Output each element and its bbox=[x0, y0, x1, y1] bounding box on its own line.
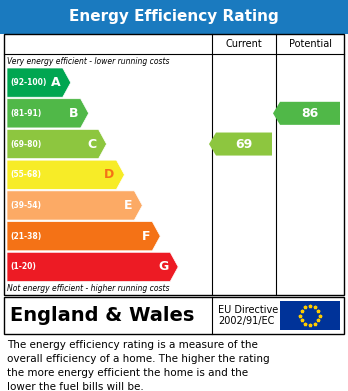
Polygon shape bbox=[7, 252, 178, 282]
Text: F: F bbox=[142, 230, 150, 243]
Polygon shape bbox=[7, 191, 142, 220]
Text: A: A bbox=[51, 76, 61, 89]
Text: England & Wales: England & Wales bbox=[10, 306, 195, 325]
Text: G: G bbox=[158, 260, 168, 273]
Text: The energy efficiency rating is a measure of the
overall efficiency of a home. T: The energy efficiency rating is a measur… bbox=[7, 340, 270, 391]
Text: Current: Current bbox=[226, 39, 262, 49]
Text: 69: 69 bbox=[235, 138, 253, 151]
Text: C: C bbox=[87, 138, 96, 151]
Text: Very energy efficient - lower running costs: Very energy efficient - lower running co… bbox=[7, 57, 169, 66]
Text: (39-54): (39-54) bbox=[10, 201, 41, 210]
Text: Potential: Potential bbox=[288, 39, 332, 49]
Text: D: D bbox=[104, 168, 114, 181]
Text: (55-68): (55-68) bbox=[10, 170, 41, 179]
Text: (69-80): (69-80) bbox=[10, 140, 41, 149]
Bar bbox=[4, 297, 344, 334]
Polygon shape bbox=[7, 222, 160, 251]
Bar bbox=[280, 301, 340, 330]
Polygon shape bbox=[7, 129, 106, 159]
Text: (81-91): (81-91) bbox=[10, 109, 41, 118]
Polygon shape bbox=[7, 99, 89, 128]
Text: E: E bbox=[124, 199, 132, 212]
Polygon shape bbox=[7, 68, 71, 97]
Polygon shape bbox=[7, 160, 125, 189]
Text: (92-100): (92-100) bbox=[10, 78, 46, 87]
Polygon shape bbox=[273, 102, 340, 125]
Text: EU Directive
2002/91/EC: EU Directive 2002/91/EC bbox=[218, 305, 278, 326]
Bar bbox=[4, 34, 344, 295]
Text: (21-38): (21-38) bbox=[10, 232, 41, 241]
Text: 86: 86 bbox=[301, 107, 319, 120]
Bar bbox=[0, 0, 348, 34]
Text: (1-20): (1-20) bbox=[10, 262, 36, 271]
Text: Not energy efficient - higher running costs: Not energy efficient - higher running co… bbox=[7, 284, 169, 293]
Polygon shape bbox=[209, 133, 272, 156]
Text: B: B bbox=[69, 107, 79, 120]
Text: Energy Efficiency Rating: Energy Efficiency Rating bbox=[69, 9, 279, 25]
